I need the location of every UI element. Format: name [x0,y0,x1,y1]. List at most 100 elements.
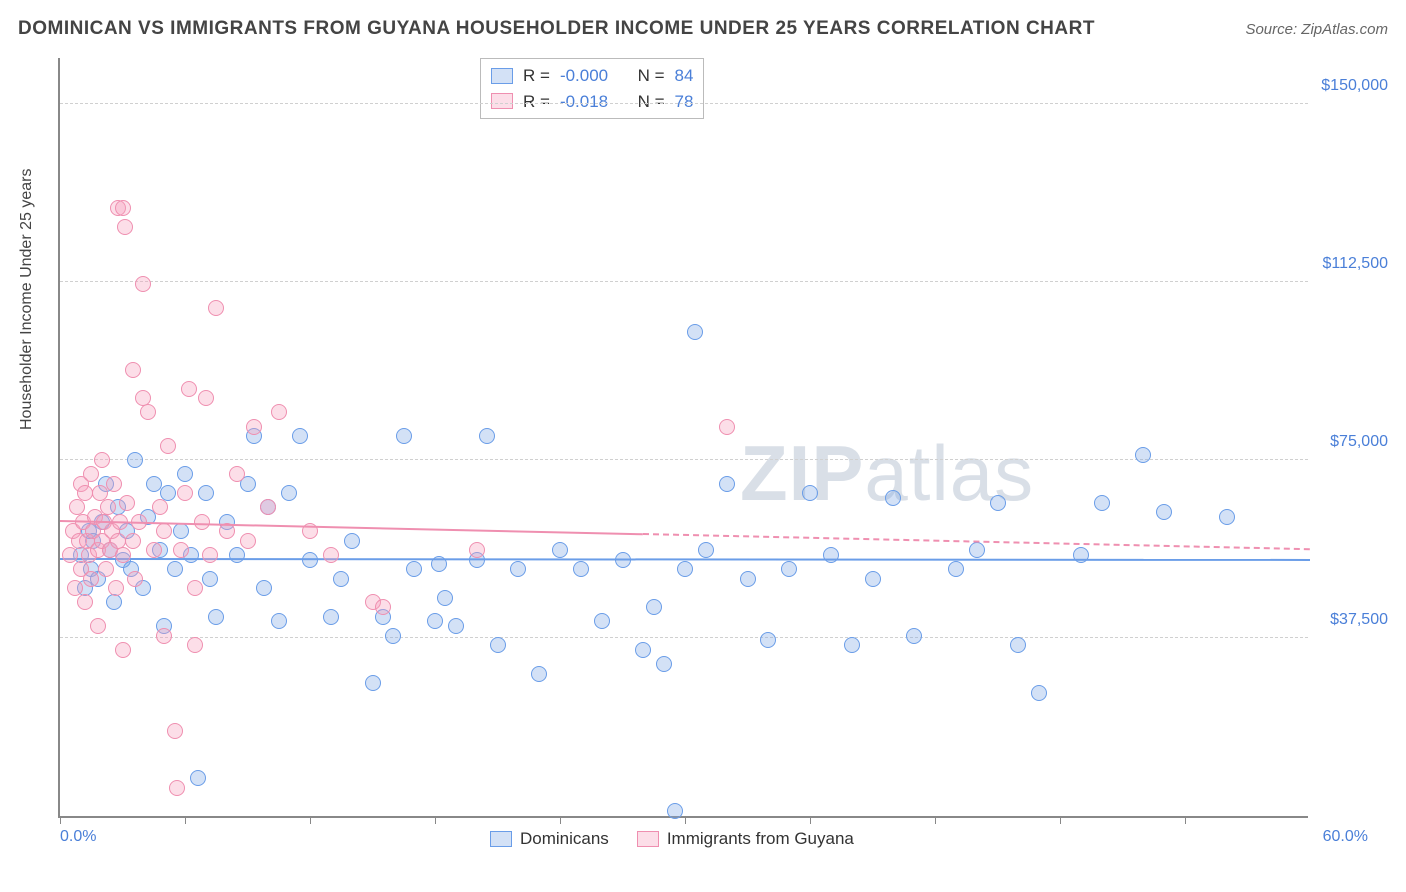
data-point [573,561,589,577]
data-point [202,571,218,587]
legend-label: Immigrants from Guyana [667,829,854,849]
data-point [802,485,818,501]
data-point [98,561,114,577]
data-point [156,523,172,539]
data-point [108,580,124,596]
gridline [60,459,1308,460]
stat-r-value: -0.000 [560,63,608,89]
data-point [160,485,176,501]
data-point [1156,504,1172,520]
data-point [117,219,133,235]
y-axis-label: Householder Income Under 25 years [18,169,36,430]
data-point [885,490,901,506]
data-point [187,580,203,596]
data-point [198,485,214,501]
data-point [677,561,693,577]
data-point [1135,447,1151,463]
data-point [1094,495,1110,511]
data-point [125,533,141,549]
x-tick [1060,816,1061,824]
data-point [292,428,308,444]
data-point [146,476,162,492]
legend-item: Dominicans [490,829,609,849]
data-point [646,599,662,615]
data-point [427,613,443,629]
data-point [167,723,183,739]
data-point [62,547,78,563]
data-point [375,599,391,615]
plot-area: ZIPatlas R =-0.000 N =84R =-0.018 N =78 … [58,58,1308,818]
data-point [698,542,714,558]
data-point [177,466,193,482]
data-point [271,613,287,629]
data-point [448,618,464,634]
data-point [140,404,156,420]
legend-item: Immigrants from Guyana [637,829,854,849]
stats-row: R =-0.018 N =78 [491,89,693,115]
legend-label: Dominicans [520,829,609,849]
data-point [396,428,412,444]
data-point [160,438,176,454]
stats-legend: R =-0.000 N =84R =-0.018 N =78 [480,58,704,119]
stat-r-value: -0.018 [560,89,608,115]
stat-n-value: 84 [675,63,694,89]
data-point [656,656,672,672]
x-axis-min-label: 0.0% [60,828,96,846]
x-tick [935,816,936,824]
data-point [146,542,162,558]
data-point [323,609,339,625]
data-point [844,637,860,653]
data-point [246,419,262,435]
data-point [77,594,93,610]
data-point [208,300,224,316]
data-point [344,533,360,549]
chart-title: DOMINICAN VS IMMIGRANTS FROM GUYANA HOUS… [18,18,1095,40]
data-point [365,675,381,691]
y-tick-label: $150,000 [1313,77,1388,95]
trend-line [60,558,1310,561]
data-point [83,571,99,587]
gridline [60,103,1308,104]
gridline [60,637,1308,638]
stat-n-label: N = [638,63,665,89]
data-point [552,542,568,558]
data-point [202,547,218,563]
data-point [490,637,506,653]
x-tick [435,816,436,824]
data-point [990,495,1006,511]
data-point [667,803,683,819]
data-point [127,452,143,468]
data-point [229,466,245,482]
data-point [119,495,135,511]
data-point [83,466,99,482]
y-tick-label: $75,000 [1313,433,1388,451]
x-tick [810,816,811,824]
x-tick [185,816,186,824]
y-tick-label: $112,500 [1313,255,1388,273]
data-point [906,628,922,644]
data-point [260,499,276,515]
data-point [594,613,610,629]
data-point [127,571,143,587]
data-point [1219,509,1235,525]
data-point [156,628,172,644]
data-point [115,642,131,658]
data-point [187,637,203,653]
data-point [740,571,756,587]
title-bar: DOMINICAN VS IMMIGRANTS FROM GUYANA HOUS… [18,18,1388,40]
data-point [169,780,185,796]
data-point [948,561,964,577]
data-point [385,628,401,644]
data-point [177,485,193,501]
y-tick-label: $37,500 [1313,611,1388,629]
data-point [969,542,985,558]
x-tick [60,816,61,824]
data-point [1031,685,1047,701]
data-point [90,618,106,634]
data-point [194,514,210,530]
data-point [437,590,453,606]
data-point [240,533,256,549]
data-point [469,542,485,558]
data-point [135,276,151,292]
data-point [760,632,776,648]
